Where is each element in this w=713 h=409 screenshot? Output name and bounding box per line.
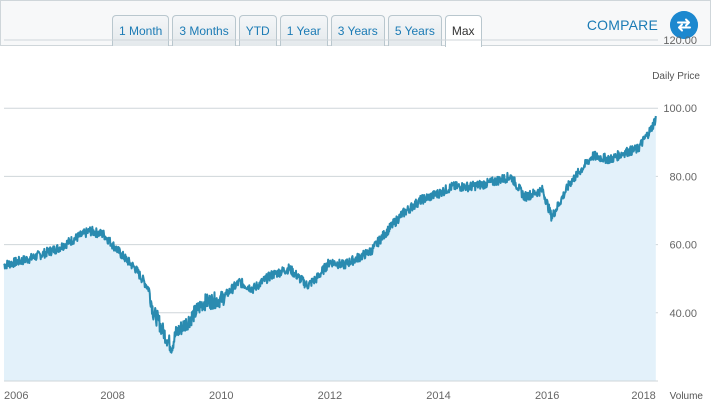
swap-arrows-icon	[670, 11, 698, 39]
tab-ytd[interactable]: YTD	[238, 15, 277, 46]
price-area-fill	[4, 116, 656, 381]
x-tick-label: 2016	[535, 390, 559, 402]
range-toolbar: 1 Month 3 Months YTD 1 Year 3 Years 5 Ye…	[0, 0, 711, 47]
y-axis-title: Daily Price	[652, 71, 700, 82]
y-tick-label: 40.00	[669, 308, 697, 320]
tab-1-year[interactable]: 1 Year	[279, 15, 328, 46]
x-tick-label: 2010	[209, 390, 233, 402]
x-axis-title: Volume	[670, 391, 704, 402]
y-tick-label: 80.00	[669, 171, 697, 183]
tab-1-month[interactable]: 1 Month	[112, 15, 170, 46]
compare-label: COMPARE	[586, 17, 658, 33]
y-tick-label: 120.00	[663, 35, 697, 47]
x-tick-label: 2006	[4, 390, 28, 402]
y-tick-label: 60.00	[669, 240, 697, 252]
y-tick-label: 100.00	[663, 103, 697, 115]
tab-5-years[interactable]: 5 Years	[387, 15, 442, 46]
x-axis-ticks: 2006 2008 2010 2012 2014 2016 2018	[4, 390, 656, 402]
price-series-line	[3, 115, 657, 354]
x-tick-label: 2012	[318, 390, 342, 402]
x-tick-label: 2018	[631, 390, 655, 402]
x-tick-label: 2008	[100, 390, 124, 402]
range-tabs: 1 Month 3 Months YTD 1 Year 3 Years 5 Ye…	[112, 15, 482, 47]
x-tick-label: 2014	[426, 390, 450, 402]
compare-button[interactable]: COMPARE	[587, 11, 698, 39]
tab-3-months[interactable]: 3 Months	[172, 15, 236, 46]
y-axis-ticks: 120.00 100.00 80.00 60.00 40.00	[663, 35, 697, 320]
tab-3-years[interactable]: 3 Years	[330, 15, 385, 46]
tab-max[interactable]: Max	[444, 15, 482, 47]
